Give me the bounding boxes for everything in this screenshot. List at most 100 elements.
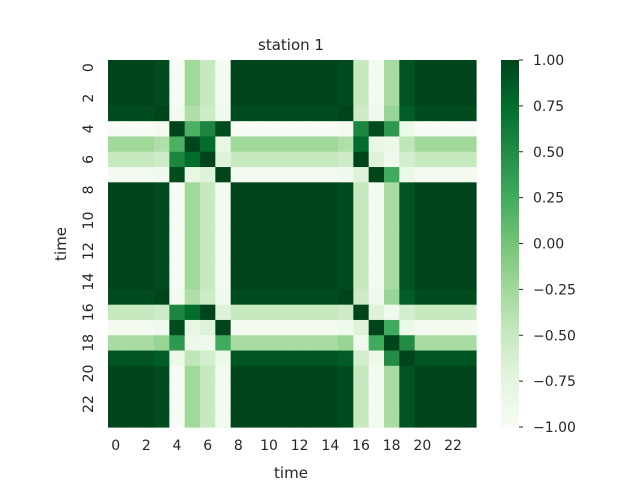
heatmap-cell <box>200 151 216 168</box>
heatmap-cell <box>338 411 354 428</box>
heatmap-cell <box>230 151 247 168</box>
heatmap-cells <box>108 60 477 428</box>
heatmap-cell <box>276 197 293 214</box>
heatmap-cell <box>307 304 324 321</box>
heatmap-cell <box>292 151 308 168</box>
colorbar-tick-label: −0.75 <box>533 374 576 390</box>
heatmap-cell <box>200 197 216 214</box>
heatmap-cell <box>138 411 155 428</box>
heatmap-cell <box>276 136 293 153</box>
heatmap-cell <box>430 90 446 107</box>
heatmap-cell <box>215 411 232 428</box>
heatmap-cell <box>460 60 477 76</box>
heatmap-cell <box>108 212 124 229</box>
colorbar-tick-label: −0.25 <box>533 282 576 298</box>
heatmap-cell <box>384 151 400 168</box>
heatmap-cell <box>108 289 124 306</box>
heatmap-cell <box>307 75 324 92</box>
heatmap-cell <box>154 335 170 352</box>
y-tick-label: 22 <box>81 395 97 413</box>
heatmap-cell <box>353 289 370 306</box>
heatmap-cell <box>246 167 262 183</box>
heatmap-cell <box>460 212 477 229</box>
heatmap-cell <box>384 350 400 367</box>
heatmap-cell <box>169 350 186 367</box>
heatmap-cell <box>338 304 354 321</box>
heatmap-cell <box>276 274 293 290</box>
heatmap-cell <box>399 274 416 290</box>
heatmap-cell <box>414 304 431 321</box>
heatmap-cell <box>322 151 339 168</box>
heatmap-cell <box>430 304 446 321</box>
heatmap-cell <box>353 350 370 367</box>
heatmap-cell <box>399 90 416 107</box>
y-tick-label: 20 <box>81 365 97 383</box>
heatmap-cell <box>460 167 477 183</box>
heatmap-cell <box>200 136 216 153</box>
heatmap-cell <box>430 167 446 183</box>
heatmap-cell <box>138 350 155 367</box>
heatmap-cell <box>445 197 462 214</box>
heatmap-cell <box>430 151 446 168</box>
heatmap-cell <box>384 90 400 107</box>
heatmap-cell <box>184 335 201 352</box>
heatmap-cell <box>322 304 339 321</box>
heatmap-cell <box>200 121 216 138</box>
heatmap-cell <box>138 365 155 382</box>
heatmap-cell <box>230 274 247 290</box>
heatmap-cell <box>414 136 431 153</box>
heatmap-cell <box>322 167 339 183</box>
heatmap-cell <box>338 228 354 245</box>
heatmap-cell <box>368 60 385 76</box>
heatmap-cell <box>445 136 462 153</box>
heatmap-cell <box>215 258 232 275</box>
heatmap-cell <box>384 381 400 398</box>
heatmap-cell <box>445 167 462 183</box>
heatmap-cell <box>230 319 247 336</box>
heatmap-cell <box>169 365 186 382</box>
heatmap-cell <box>384 105 400 122</box>
heatmap-cell <box>215 60 232 76</box>
heatmap-cell <box>399 258 416 275</box>
heatmap-cell <box>430 60 446 76</box>
heatmap-cell <box>338 289 354 306</box>
heatmap-cell <box>169 258 186 275</box>
heatmap-cell <box>138 60 155 76</box>
heatmap-cell <box>445 212 462 229</box>
heatmap-cell <box>184 212 201 229</box>
heatmap-cell <box>430 121 446 138</box>
heatmap-cell <box>307 136 324 153</box>
heatmap-cell <box>169 243 186 260</box>
heatmap-cell <box>123 304 140 321</box>
y-tick-label: 14 <box>81 273 97 291</box>
heatmap-cell <box>445 243 462 260</box>
heatmap-cell <box>353 411 370 428</box>
heatmap-cell <box>138 151 155 168</box>
heatmap-cell <box>215 335 232 352</box>
heatmap-cell <box>230 212 247 229</box>
heatmap-cell <box>138 228 155 245</box>
heatmap-cell <box>399 381 416 398</box>
heatmap-cell <box>108 90 124 107</box>
heatmap-cell <box>368 258 385 275</box>
heatmap-cell <box>353 274 370 290</box>
heatmap-cell <box>200 60 216 76</box>
heatmap-cell <box>399 197 416 214</box>
heatmap-cell <box>169 396 186 413</box>
heatmap-cell <box>123 396 140 413</box>
heatmap-cell <box>384 274 400 290</box>
heatmap-cell <box>368 151 385 168</box>
heatmap-cell <box>169 212 186 229</box>
heatmap-cell <box>368 335 385 352</box>
heatmap-cell <box>399 350 416 367</box>
heatmap-cell <box>353 182 370 199</box>
heatmap-cell <box>338 350 354 367</box>
heatmap-cell <box>184 90 201 107</box>
heatmap-cell <box>292 136 308 153</box>
heatmap-cell <box>138 396 155 413</box>
heatmap-cell <box>338 258 354 275</box>
heatmap-cell <box>215 243 232 260</box>
heatmap-cell <box>338 243 354 260</box>
heatmap-cell <box>445 335 462 352</box>
heatmap-cell <box>138 274 155 290</box>
